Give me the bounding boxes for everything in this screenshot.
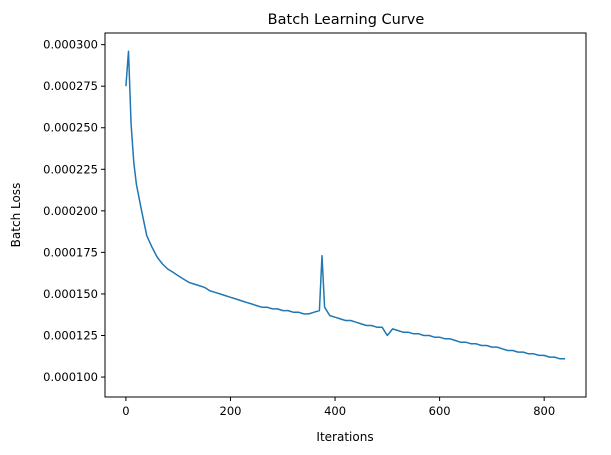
y-tick-label: 0.000225: [43, 162, 98, 176]
plot-frame: [104, 32, 587, 398]
x-tick-label: 0: [122, 404, 129, 418]
y-tick-label: 0.000125: [43, 329, 98, 343]
x-tick-label: 800: [533, 404, 555, 418]
y-tick-label: 0.000150: [43, 287, 98, 301]
y-tick-label: 0.000175: [43, 245, 98, 259]
y-tick-label: 0.000100: [43, 370, 98, 384]
x-tick-label: 400: [324, 404, 346, 418]
y-tick-label: 0.000200: [43, 204, 98, 218]
y-axis-ticks: 0.000100 0.000125 0.000150 0.000175 0.000200…: [43, 38, 105, 384]
x-tick-label: 600: [429, 404, 451, 418]
x-tick-label: 200: [220, 404, 242, 418]
chart-title: Batch Learning Curve: [268, 12, 425, 28]
x-axis-label: Iterations: [316, 430, 373, 444]
series-line: [125, 50, 566, 360]
series-area: [125, 50, 566, 360]
y-tick-label: 0.000250: [43, 121, 98, 135]
x-axis-ticks: 0 200 400 600 800: [122, 397, 555, 418]
y-tick-label: 0.000300: [43, 38, 98, 52]
y-axis-label: Batch Loss: [9, 183, 23, 248]
y-tick-label: 0.000275: [43, 79, 98, 93]
